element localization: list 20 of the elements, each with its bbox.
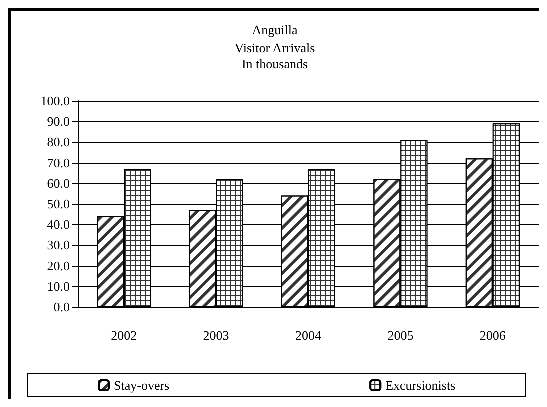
- legend-label: Stay-overs: [114, 378, 170, 393]
- x-tick-label: 2003: [203, 328, 230, 343]
- y-tick-label: 10.0: [47, 278, 70, 294]
- x-tick-label: 2002: [111, 328, 138, 343]
- y-tick-label: 20.0: [47, 258, 70, 274]
- y-tick-label: 30.0: [47, 238, 70, 253]
- y-tick-label: 60.0: [47, 176, 70, 191]
- y-tick-label: 100.0: [40, 94, 70, 108]
- chart-subtitle: Visitor Arrivals In thousands: [234, 40, 316, 72]
- y-tick-label: 40.0: [47, 217, 70, 232]
- x-tick-label: 2004: [296, 328, 322, 343]
- legend-label: Excursionists: [386, 378, 456, 393]
- x-tick-label: 2005: [388, 328, 414, 343]
- y-tick-label: 0.0: [54, 300, 70, 314]
- x-tick-label: 2006: [480, 328, 506, 343]
- y-tick-label: 90.0: [47, 114, 70, 130]
- chart-title: Anguilla: [252, 22, 298, 38]
- y-tick-label: 80.0: [47, 134, 70, 150]
- y-tick-label: 70.0: [47, 155, 70, 170]
- y-tick-label: 50.0: [47, 196, 70, 212]
